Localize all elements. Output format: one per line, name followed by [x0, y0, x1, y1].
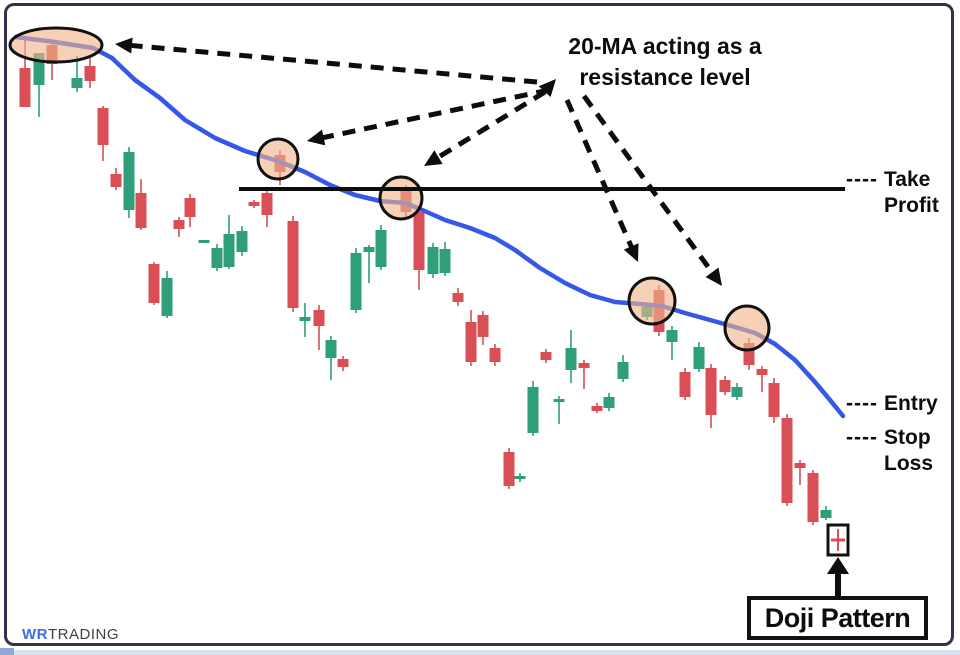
entry-text: Entry [884, 392, 938, 415]
annotation-arrowhead [424, 150, 443, 166]
candle-body [33, 53, 45, 85]
candle-body [768, 383, 780, 417]
annotation-arrow [317, 87, 550, 142]
candle-body [503, 452, 515, 486]
candle-body [211, 248, 223, 268]
candle-body [489, 348, 501, 362]
candle-body [350, 253, 362, 310]
candle-body [71, 78, 83, 88]
candle-body [553, 399, 565, 402]
candle-body [679, 372, 691, 397]
logo-wr: WR [22, 626, 48, 643]
candle-body [794, 463, 806, 468]
candle-body [363, 247, 375, 252]
candle-body [666, 330, 678, 342]
take-profit-text-1: Take [884, 168, 931, 191]
wr-trading-logo: WRTRADING [22, 626, 119, 643]
candle-body [223, 234, 235, 267]
candle-body [465, 322, 477, 362]
doji-pattern-label: Doji Pattern [764, 602, 911, 633]
candle-body [173, 220, 185, 229]
annotation-arrow [432, 89, 547, 163]
candle-body [313, 310, 325, 326]
doji-arrowhead [827, 557, 849, 574]
candle-body [97, 108, 109, 145]
highlight-ellipse [378, 175, 424, 221]
candle-body [452, 293, 464, 302]
candle-body [807, 473, 819, 522]
candle-body [617, 362, 629, 379]
candle-body [123, 152, 135, 210]
candle-body [110, 174, 122, 187]
stop-loss-label: ---- Stop Loss [846, 425, 933, 477]
annotation-arrowhead [115, 37, 133, 54]
candle-body [325, 340, 337, 358]
highlight-ellipse [256, 137, 300, 181]
stop-loss-text-1: Stop [884, 426, 931, 449]
candle-body [375, 230, 387, 267]
candle-body [427, 247, 439, 274]
annotation-arrow [564, 98, 636, 253]
candle-body [578, 363, 590, 368]
chart-title: 20-MA acting as a resistance level [495, 31, 835, 93]
candle-body [261, 193, 273, 215]
candle-body [719, 380, 731, 392]
candle-body [84, 66, 96, 81]
doji-pattern-callout: Doji Pattern [747, 596, 928, 640]
annotation-arrowhead [307, 129, 326, 146]
annotation-arrowhead [623, 243, 639, 262]
candle-body [820, 510, 832, 518]
highlight-ellipse [723, 304, 771, 352]
candle-body [743, 343, 755, 365]
candle-body [413, 212, 425, 270]
candle-body [299, 317, 311, 321]
candle-body [439, 249, 451, 273]
annotation-arrowhead [538, 79, 556, 97]
candle-body [781, 418, 793, 503]
entry-dash: ---- [846, 392, 878, 415]
candle-body [236, 231, 248, 252]
annotation-arrow [581, 94, 718, 279]
candle-body [514, 476, 526, 479]
stop-loss-dash: ---- [846, 426, 878, 449]
candle-body [337, 359, 349, 367]
annotation-arrowhead [705, 267, 722, 286]
candle-body [184, 198, 196, 217]
bottom-strip [0, 650, 960, 655]
candle-body [19, 68, 31, 107]
candle-body [603, 397, 615, 408]
highlight-ellipse [627, 276, 677, 326]
candle-body [540, 352, 552, 360]
chart-title-line2: resistance level [579, 64, 751, 90]
candle-body [198, 240, 210, 243]
chart-title-line1: 20-MA acting as a [568, 33, 762, 59]
highlight-ellipse [8, 26, 104, 64]
candle-body [705, 368, 717, 415]
candle-body [287, 221, 299, 308]
logo-trading: TRADING [48, 626, 119, 643]
candle-body [527, 387, 539, 433]
take-profit-dash: ---- [846, 168, 878, 191]
candle-body [731, 387, 743, 397]
candle-body [693, 347, 705, 369]
annotation-arrow [125, 42, 538, 85]
take-profit-text-2: Profit [884, 194, 939, 217]
candle-body [148, 264, 160, 303]
bottom-accent [0, 648, 14, 655]
stop-loss-text-2: Loss [884, 452, 934, 475]
take-profit-label: ---- Take Profit [846, 167, 939, 219]
candle-body [756, 369, 768, 375]
candle-body [248, 202, 260, 206]
candle-body [477, 315, 489, 337]
candle-body [591, 406, 603, 411]
candle-body [135, 193, 147, 228]
entry-label: ---- Entry [846, 391, 938, 417]
candle-body [161, 278, 173, 316]
candle-body [565, 348, 577, 370]
